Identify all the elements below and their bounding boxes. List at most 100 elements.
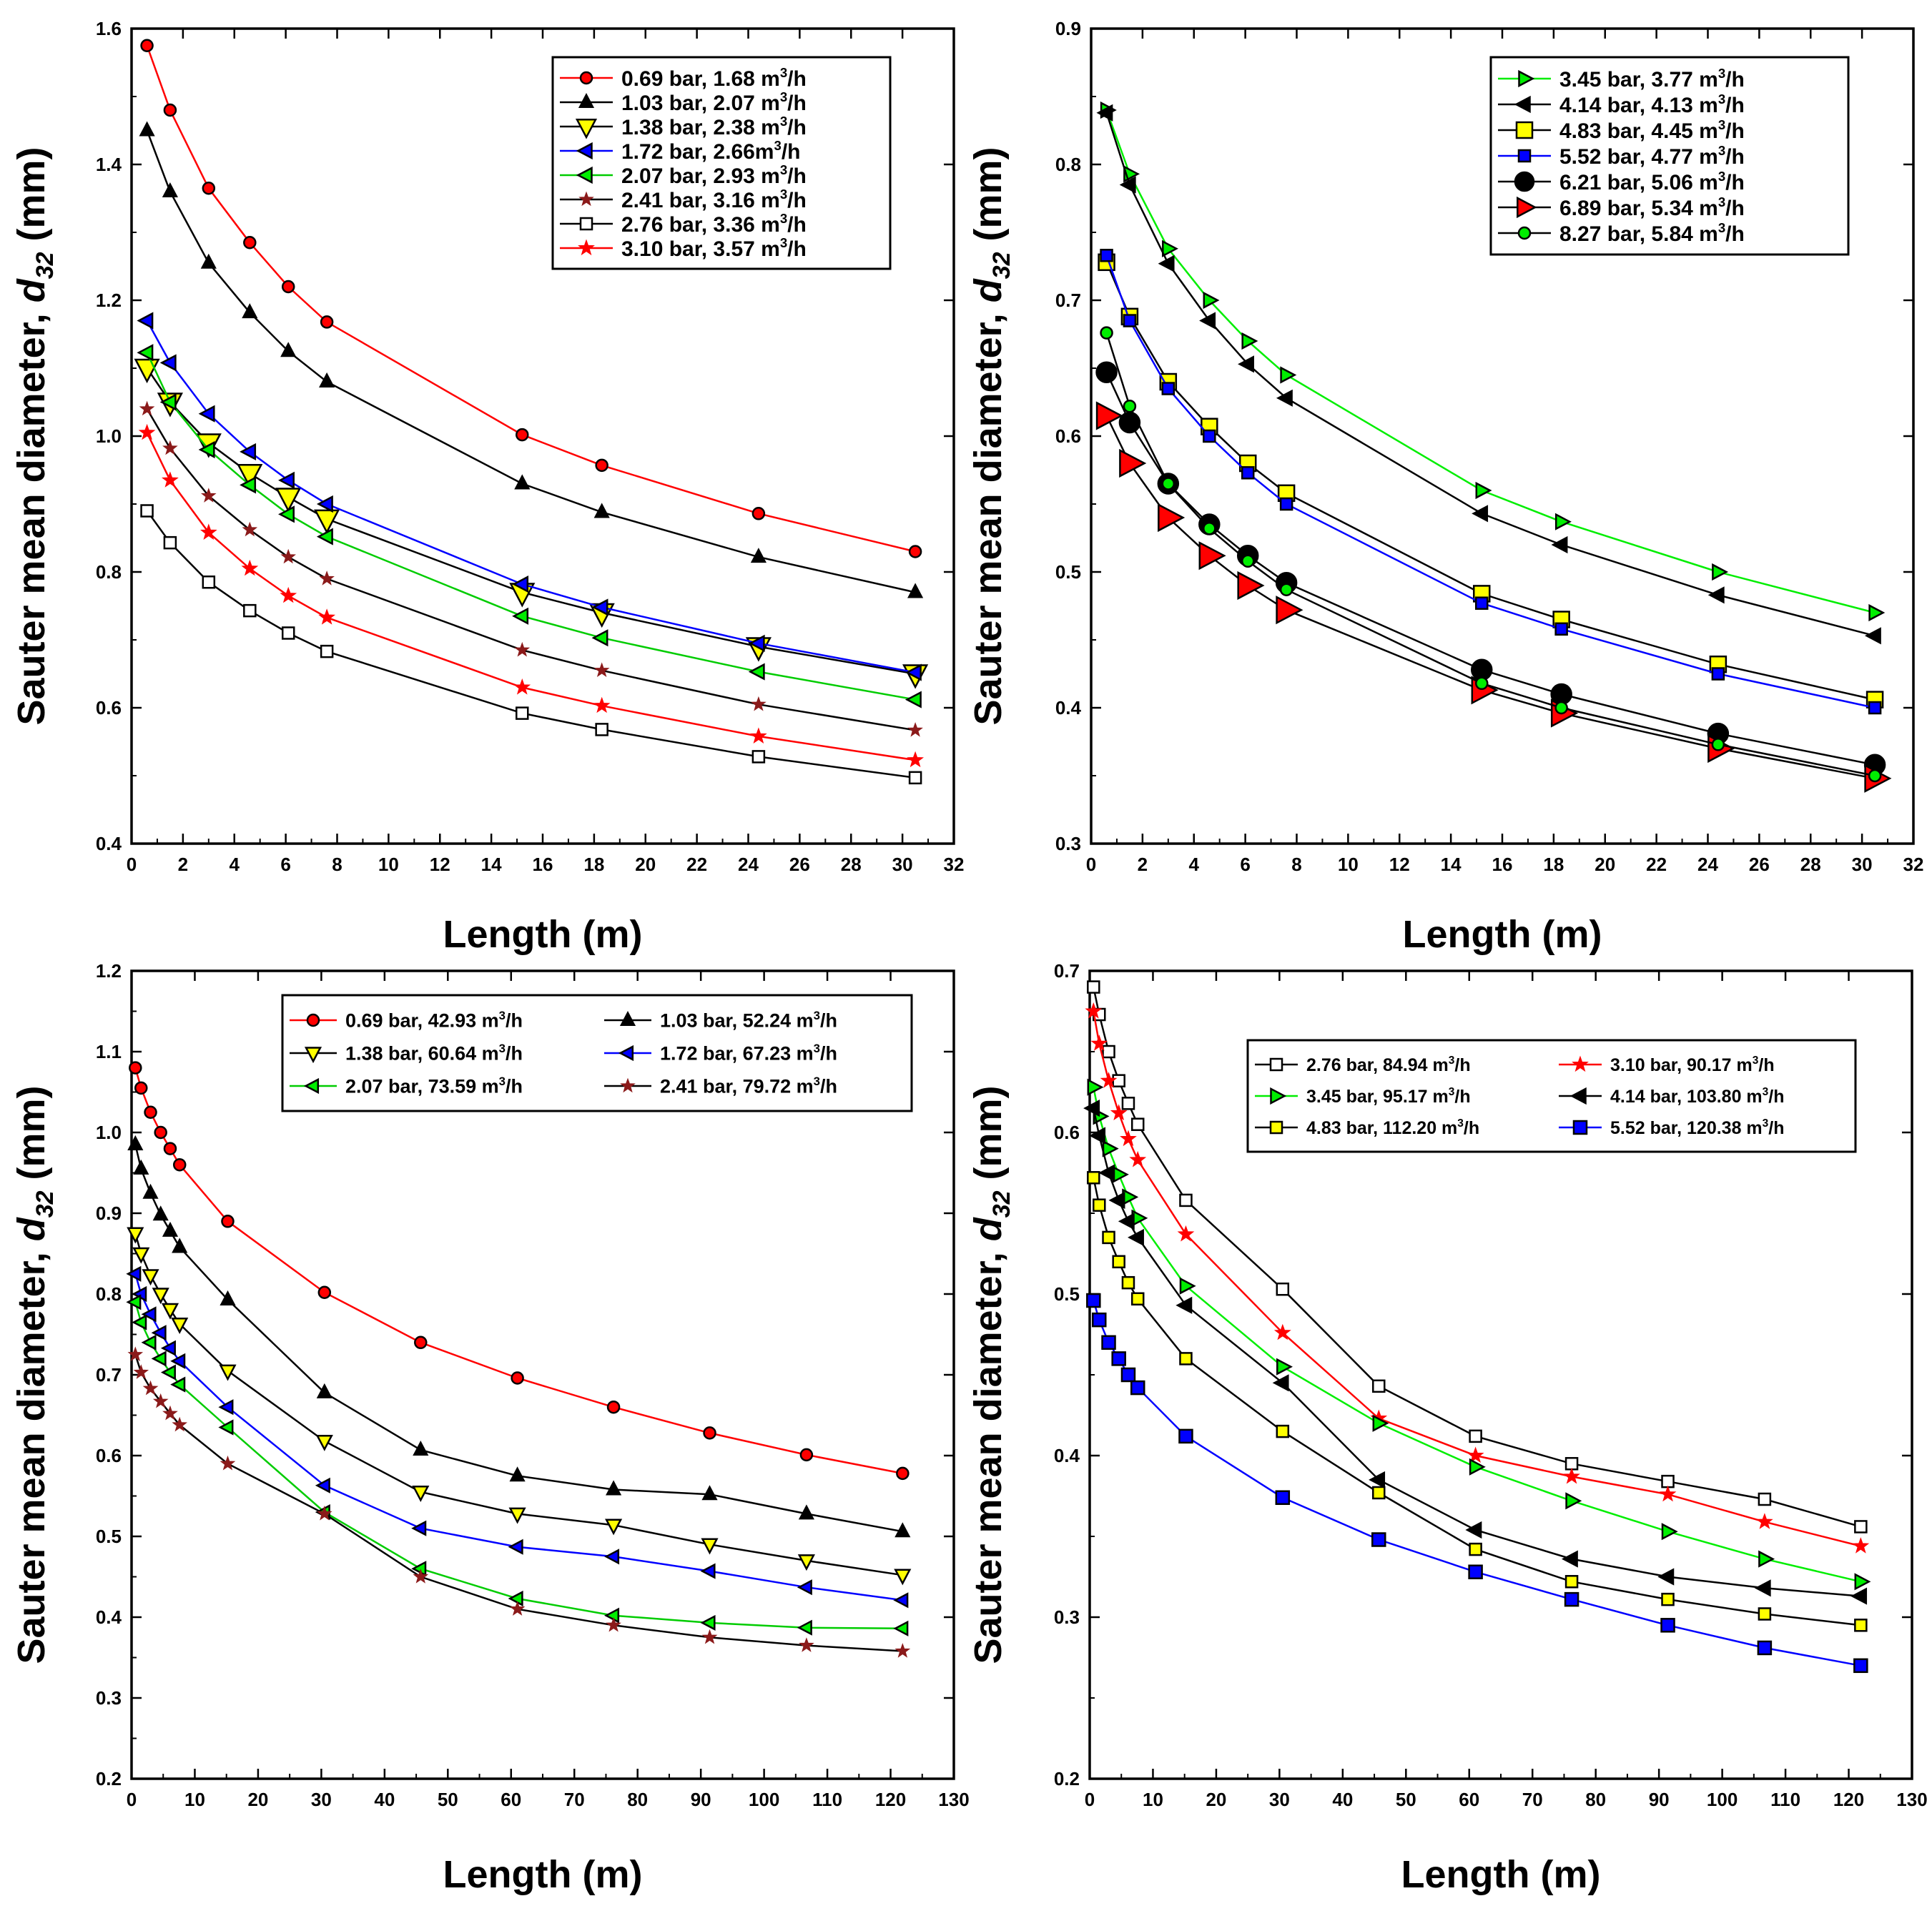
data-point xyxy=(1853,1658,1868,1674)
y-axis-label: Sauter mean diameter, d32 (mm) xyxy=(967,147,1015,725)
legend-label-text: 2.07 bar, 73.59 m xyxy=(345,1076,499,1097)
data-point xyxy=(151,1325,167,1341)
legend-label-text: 1.72 bar, 67.23 m xyxy=(660,1043,814,1065)
data-point xyxy=(316,528,333,545)
legend-label-text: 1.03 bar, 2.07 m xyxy=(621,92,780,115)
data-point xyxy=(314,509,340,534)
legend-label: 8.27 bar, 5.84 m3/h xyxy=(1559,220,1745,246)
x-tick-label: 120 xyxy=(1833,1789,1864,1810)
legend-label: 0.69 bar, 1.68 m3/h xyxy=(621,65,807,91)
data-point xyxy=(1083,1100,1100,1117)
data-point xyxy=(896,1466,910,1481)
data-point xyxy=(237,464,263,489)
data-point xyxy=(152,1205,169,1221)
data-point xyxy=(513,678,531,695)
data-point xyxy=(126,1294,142,1310)
legend-marker xyxy=(1572,1120,1588,1135)
data-point xyxy=(170,1376,186,1393)
y-axis-label-subscript: 32 xyxy=(988,1190,1015,1218)
data-point xyxy=(140,39,154,52)
data-point xyxy=(1199,312,1216,330)
data-point xyxy=(606,1400,621,1414)
x-tick-label: 4 xyxy=(1189,854,1200,875)
x-tick-label: 30 xyxy=(311,1789,332,1810)
x-tick-label: 0 xyxy=(127,854,137,875)
data-point xyxy=(162,1405,178,1421)
data-point xyxy=(171,1318,189,1334)
x-tick-label: 26 xyxy=(1749,854,1770,875)
data-point xyxy=(242,521,258,537)
y-axis-label-main: Sauter mean diameter, xyxy=(967,302,1010,725)
data-point xyxy=(512,576,529,593)
legend-marker xyxy=(1270,1087,1287,1105)
legend-label-sup: 3 xyxy=(780,65,787,80)
data-point xyxy=(1659,1485,1677,1502)
data-point xyxy=(703,1426,716,1440)
legend-label: 2.41 bar, 3.16 m3/h xyxy=(621,187,807,212)
legend-entry-2: 4.14 bar, 4.13 m3/h xyxy=(1498,92,1745,117)
data-point xyxy=(1372,1486,1386,1500)
data-point xyxy=(141,1306,157,1323)
data-point xyxy=(162,182,178,198)
y-tick-label: 0.7 xyxy=(1054,960,1080,982)
legend-label-tail: /h xyxy=(787,237,807,261)
legend-label-tail: /h xyxy=(506,1010,523,1032)
data-point xyxy=(159,393,177,411)
data-point xyxy=(1758,1607,1772,1621)
data-point xyxy=(1118,1213,1135,1230)
data-point xyxy=(139,400,155,416)
legend-entry-1: 0.69 bar, 1.68 m3/h xyxy=(560,65,807,91)
legend-label-sup: 3 xyxy=(1718,92,1725,107)
legend-marker xyxy=(579,71,593,85)
data-point xyxy=(1372,1379,1386,1393)
legend-entry-6: 6.89 bar, 5.34 m3/h xyxy=(1498,194,1745,220)
data-point xyxy=(701,1538,719,1555)
data-point xyxy=(514,641,531,657)
legend-marker xyxy=(1269,1120,1283,1135)
data-point xyxy=(142,1269,159,1286)
y-tick-label: 0.3 xyxy=(1055,833,1081,854)
legend-label: 1.72 bar, 67.23 m3/h xyxy=(660,1042,837,1065)
data-point xyxy=(144,1105,157,1119)
legend-entry-2: 3.10 bar, 90.17 m3/h xyxy=(1559,1055,1775,1075)
series-6 xyxy=(139,400,923,737)
data-point xyxy=(1661,1474,1675,1488)
data-point xyxy=(799,1448,814,1462)
data-point xyxy=(280,342,297,357)
legend-label-tail: /h xyxy=(1725,119,1745,143)
legend-label-sup: 3 xyxy=(499,1042,506,1055)
data-point xyxy=(1101,1335,1116,1351)
legend-label-text: 2.76 bar, 84.94 m xyxy=(1306,1055,1449,1075)
series-3 xyxy=(127,1227,912,1586)
y-axis-label-symbol: d xyxy=(10,278,53,302)
data-point xyxy=(1161,382,1176,395)
x-axis-label: Length (m) xyxy=(443,913,643,956)
y-tick-label: 1.1 xyxy=(96,1041,122,1062)
data-point xyxy=(514,474,531,490)
data-point xyxy=(170,1353,186,1369)
data-point xyxy=(1100,326,1113,340)
data-point xyxy=(139,121,155,137)
data-point xyxy=(893,1592,909,1609)
data-point xyxy=(1660,1618,1675,1633)
legend-label-text: 4.14 bar, 103.80 m xyxy=(1610,1087,1763,1107)
data-point xyxy=(127,1346,144,1362)
x-tick-label: 60 xyxy=(501,1789,521,1810)
legend-marker xyxy=(1514,95,1531,114)
legend-entry-2: 1.03 bar, 52.24 m3/h xyxy=(604,1009,837,1032)
data-point xyxy=(316,1383,332,1398)
x-tick-label: 40 xyxy=(374,1789,395,1810)
x-tick-label: 30 xyxy=(1269,1789,1290,1810)
data-point xyxy=(1112,1255,1125,1269)
data-point xyxy=(317,1285,332,1299)
legend-entry-5: 6.21 bar, 5.06 m3/h xyxy=(1498,169,1745,194)
data-point xyxy=(1098,1164,1115,1182)
x-tick-label: 6 xyxy=(280,854,290,875)
data-point xyxy=(1469,1542,1482,1556)
x-tick-label: 90 xyxy=(1649,1789,1670,1810)
legend-label-tail: /h xyxy=(1725,68,1745,92)
data-point xyxy=(316,495,333,513)
data-point xyxy=(1280,366,1297,384)
legend-label-tail: /h xyxy=(820,1076,837,1097)
legend-label: 2.07 bar, 73.59 m3/h xyxy=(345,1075,523,1097)
